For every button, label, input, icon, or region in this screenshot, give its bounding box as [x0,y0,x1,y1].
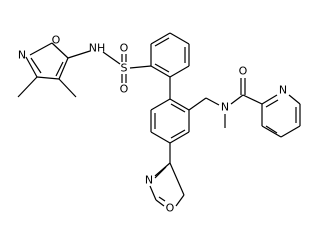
atom-label: O [120,83,129,96]
atom-label: S [121,62,128,75]
atom-label: NH [89,42,106,55]
molecule-diagram: N O NH S O O N O N N O [17,32,301,215]
atom-label: N [221,101,229,114]
atom-label: N [279,84,287,97]
atom-label: O [166,202,175,215]
bonds [17,32,301,207]
atom-label: O [52,34,61,47]
atom-label: O [239,65,248,78]
atom-label: N [145,174,153,187]
atom-label: N [18,49,26,62]
atom-labels: N O NH S O O N O N N O [18,34,287,215]
atom-label: O [120,42,129,55]
